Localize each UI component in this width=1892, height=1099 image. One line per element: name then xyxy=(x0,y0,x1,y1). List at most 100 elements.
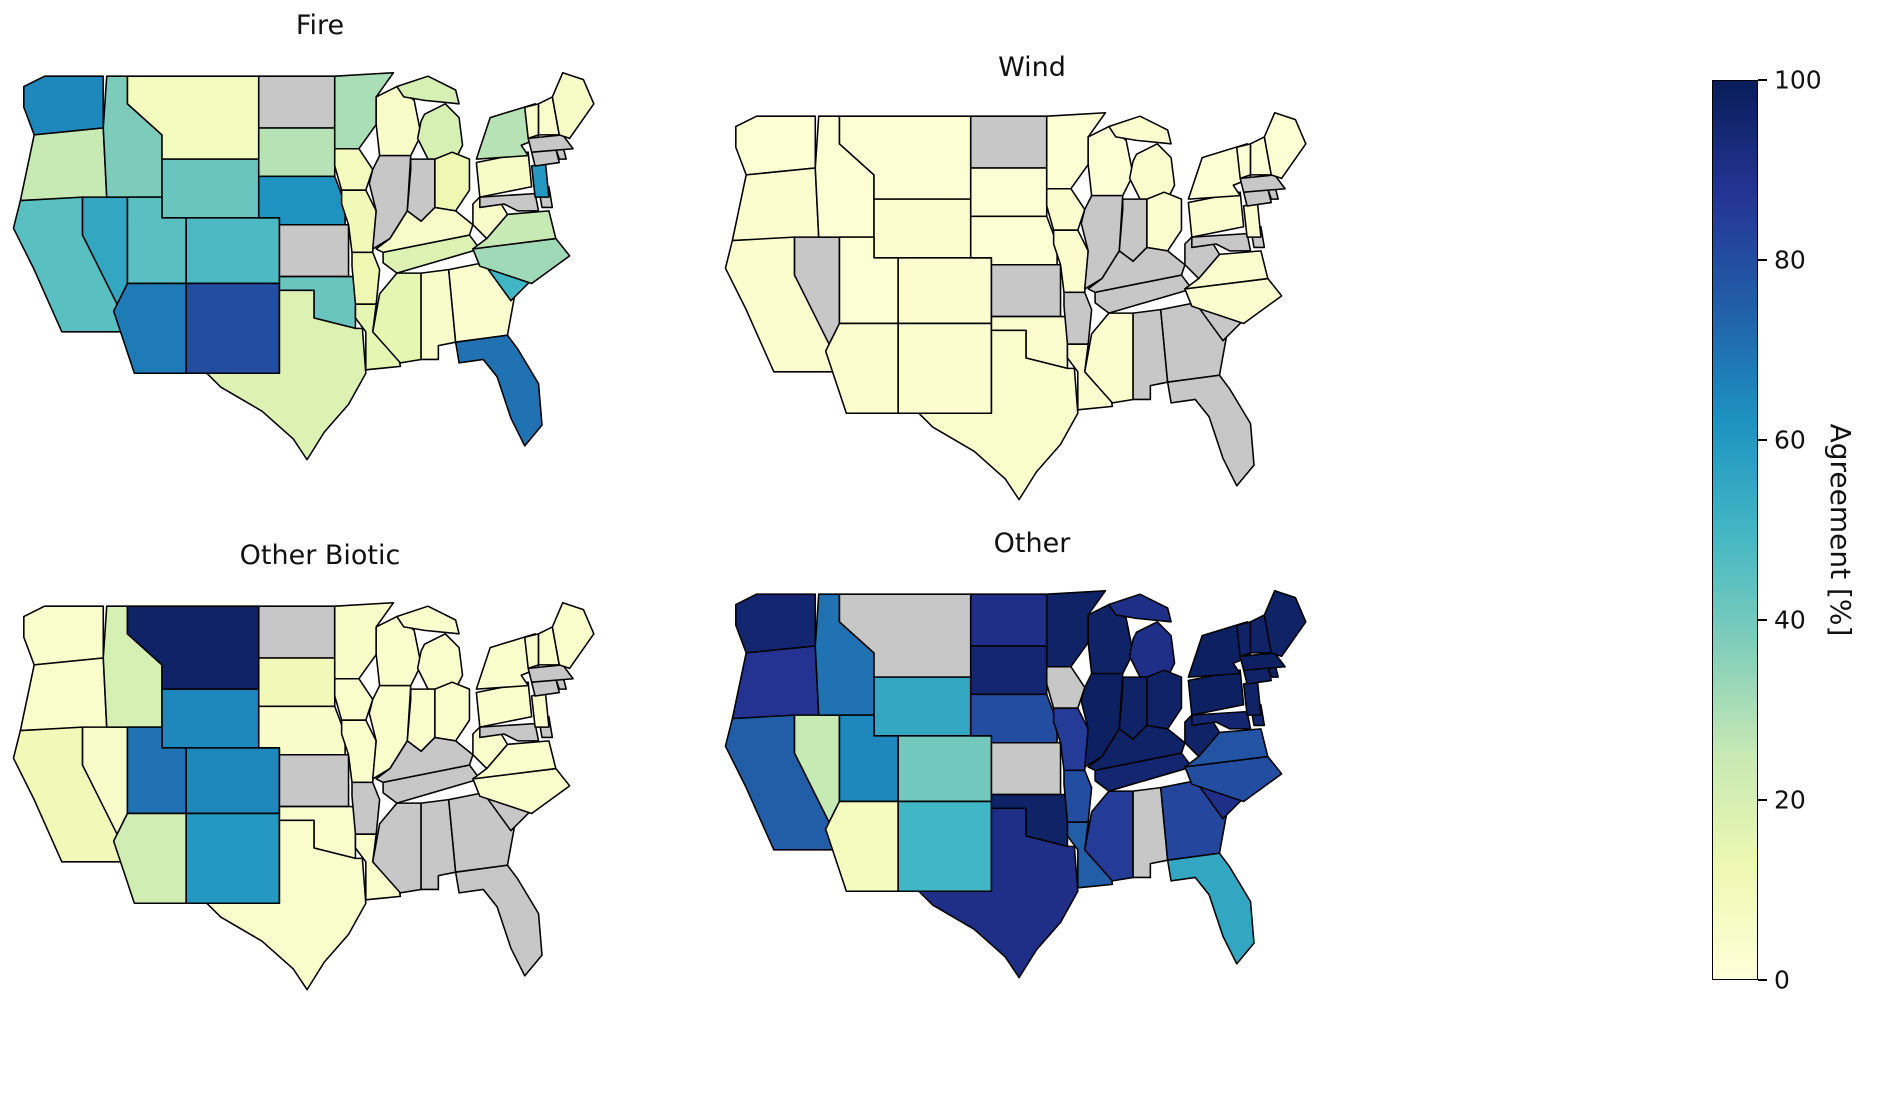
state-mi xyxy=(1128,143,1176,200)
colorbar-tick-mark xyxy=(1758,799,1767,801)
state-oh xyxy=(1146,191,1183,252)
state-sd xyxy=(969,645,1048,696)
map-title-other-biotic: Other Biotic xyxy=(239,540,401,571)
state-me xyxy=(1263,589,1307,658)
state-mi xyxy=(416,633,464,690)
state-ma xyxy=(527,134,574,153)
state-ma xyxy=(1239,652,1286,671)
state-oh xyxy=(434,681,471,742)
colorbar-tick-mark xyxy=(1758,619,1767,621)
state-mi xyxy=(416,103,464,160)
colorbar-tick-mark xyxy=(1758,259,1767,261)
state-or xyxy=(19,657,108,732)
state-mi xyxy=(396,605,460,635)
colorbar-tick-label: 80 xyxy=(1774,245,1806,275)
colorbar-axis-label: Agreement [%] xyxy=(1824,423,1857,637)
state-az xyxy=(112,812,187,905)
state-ks xyxy=(278,223,350,278)
state-me xyxy=(551,71,595,140)
state-wy xyxy=(873,198,972,259)
state-or xyxy=(19,127,108,202)
state-oh xyxy=(434,151,471,212)
state-fl xyxy=(454,864,543,977)
state-fl xyxy=(454,334,543,447)
colorbar-tick-label: 100 xyxy=(1774,65,1822,95)
state-oh xyxy=(1146,669,1183,730)
state-co xyxy=(897,735,993,803)
state-mi xyxy=(1108,115,1172,145)
state-az xyxy=(824,322,899,415)
colorbar-tick-label: 0 xyxy=(1774,965,1790,995)
state-sd xyxy=(257,127,336,178)
state-fl xyxy=(1166,852,1255,965)
colorbar-tick-mark xyxy=(1758,439,1767,441)
state-ne xyxy=(969,215,1058,266)
state-ne xyxy=(257,705,346,756)
colorbar-tick-label: 20 xyxy=(1774,785,1806,815)
state-ks xyxy=(990,741,1062,796)
state-tx xyxy=(206,289,367,461)
state-ia xyxy=(1045,665,1086,709)
state-ne xyxy=(969,693,1058,744)
state-mi xyxy=(1128,621,1176,678)
state-co xyxy=(185,747,281,815)
state-mi xyxy=(396,75,460,105)
state-nd xyxy=(257,605,336,659)
state-az xyxy=(112,282,187,375)
state-me xyxy=(551,601,595,670)
choropleth-map-other-biotic xyxy=(12,601,595,991)
state-fl xyxy=(1166,374,1255,487)
state-tn xyxy=(1094,274,1193,314)
state-nd xyxy=(969,593,1048,647)
state-tx xyxy=(206,819,367,991)
state-tx xyxy=(918,807,1079,979)
colorbar-tick-mark xyxy=(1758,979,1767,981)
map-title-wind: Wind xyxy=(998,52,1066,83)
state-ia xyxy=(333,677,374,721)
state-wy xyxy=(161,688,260,749)
colorbar-tick-mark xyxy=(1758,79,1767,81)
state-co xyxy=(897,257,993,325)
colorbar-gradient xyxy=(1712,80,1758,980)
state-wa xyxy=(735,593,817,654)
state-ia xyxy=(1045,187,1086,231)
state-ks xyxy=(990,263,1062,318)
state-az xyxy=(824,800,899,893)
state-tn xyxy=(382,764,481,804)
state-nj xyxy=(530,161,550,198)
state-nm xyxy=(897,322,993,415)
state-ne xyxy=(257,175,346,226)
state-tn xyxy=(1094,752,1193,792)
state-nd xyxy=(257,75,336,129)
state-ar xyxy=(351,251,381,305)
state-ar xyxy=(1063,291,1093,345)
colorbar-tick-label: 40 xyxy=(1774,605,1806,635)
state-ks xyxy=(278,753,350,808)
state-ar xyxy=(351,781,381,835)
state-nd xyxy=(969,115,1048,169)
state-or xyxy=(731,645,820,720)
state-or xyxy=(731,167,820,242)
choropleth-map-wind xyxy=(724,111,1307,501)
state-ar xyxy=(1063,769,1093,823)
state-ma xyxy=(1239,174,1286,193)
state-nj xyxy=(1242,201,1262,238)
state-nj xyxy=(1242,679,1262,716)
state-sd xyxy=(969,167,1048,218)
colorbar-tick-label: 60 xyxy=(1774,425,1806,455)
state-mi xyxy=(1108,593,1172,623)
state-nj xyxy=(530,691,550,728)
state-tx xyxy=(918,329,1079,501)
choropleth-map-other xyxy=(724,589,1307,979)
state-me xyxy=(1263,111,1307,180)
state-co xyxy=(185,217,281,285)
choropleth-map-fire xyxy=(12,71,595,461)
state-wa xyxy=(23,605,105,666)
state-ma xyxy=(527,664,574,683)
state-nm xyxy=(897,800,993,893)
map-title-fire: Fire xyxy=(295,10,345,41)
map-title-other: Other xyxy=(993,528,1071,559)
state-ia xyxy=(333,147,374,191)
state-nm xyxy=(185,282,281,375)
